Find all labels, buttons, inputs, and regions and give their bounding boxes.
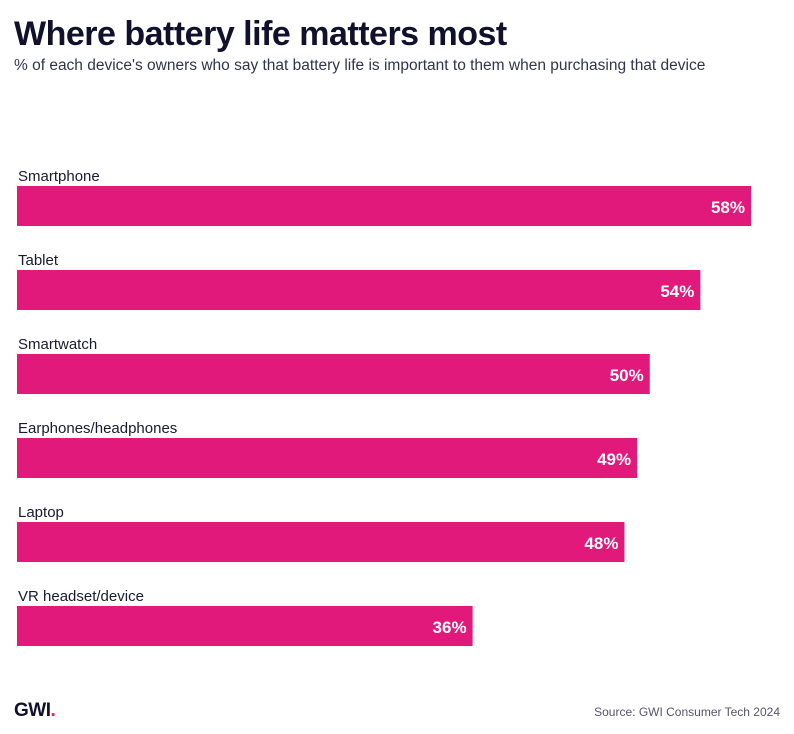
bar-smartphone (17, 186, 751, 226)
chart-subtitle: % of each device's owners who say that b… (14, 57, 706, 74)
chart-title: Where battery life matters most (14, 15, 507, 53)
category-label-earphones-headphones: Earphones/headphones (18, 420, 177, 437)
gwi-logo: GWI. (14, 700, 56, 722)
value-label-vr-headset-device: 36% (433, 618, 467, 637)
bar-laptop (17, 522, 625, 562)
category-label-smartwatch: Smartwatch (18, 336, 97, 353)
value-label-smartwatch: 50% (610, 366, 644, 385)
source-note: Source: GWI Consumer Tech 2024 (594, 705, 780, 719)
category-label-tablet: Tablet (18, 252, 59, 269)
value-label-smartphone: 58% (711, 198, 745, 217)
bar-vr-headset-device (17, 606, 473, 646)
logo-dot: . (50, 700, 56, 721)
category-label-smartphone: Smartphone (18, 168, 100, 185)
category-label-laptop: Laptop (18, 504, 64, 521)
category-label-vr-headset-device: VR headset/device (18, 588, 144, 605)
bar-tablet (17, 270, 701, 310)
value-label-laptop: 48% (584, 534, 618, 553)
value-label-earphones-headphones: 49% (597, 450, 631, 469)
logo-text: GWI (14, 700, 51, 721)
bar-earphones-headphones (17, 438, 638, 478)
value-label-tablet: 54% (660, 282, 694, 301)
bar-smartwatch (17, 354, 650, 394)
